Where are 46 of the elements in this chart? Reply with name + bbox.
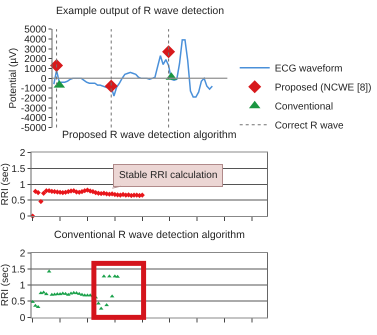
- point: [96, 302, 101, 305]
- annotation: Stable RRI calculation: [119, 170, 218, 181]
- y-axis-title: RRI (sec): [0, 264, 11, 306]
- chart-title: Example output of R wave detection: [56, 5, 224, 17]
- y-tick-label: 1: [20, 180, 26, 191]
- y-tick-label: 0: [40, 74, 47, 85]
- y-tick-label: -2000: [20, 93, 47, 104]
- y-tick-label: 1.5: [11, 264, 26, 276]
- y-axis-title: RRI (sec): [0, 163, 11, 206]
- legend-label: ECG waveform: [274, 64, 343, 75]
- point: [162, 45, 176, 58]
- y-tick-label: 0: [20, 212, 26, 223]
- y-tick-label: 2000: [24, 54, 47, 66]
- legend-label: Proposed (NCWE [8]): [274, 82, 372, 94]
- y-axis-title: Potential (µV): [8, 48, 19, 109]
- point: [102, 274, 106, 278]
- point: [41, 190, 46, 196]
- point: [110, 294, 114, 298]
- y-tick-label: 4000: [24, 34, 47, 46]
- point: [36, 190, 41, 196]
- legend-label: Conventional: [274, 102, 334, 113]
- y-tick-label: 2: [20, 248, 26, 260]
- point: [107, 274, 112, 278]
- y-tick-label: 1: [20, 280, 26, 292]
- chart-title: Proposed R wave detection algorithm: [62, 129, 237, 141]
- y-tick-label: 0: [20, 312, 26, 324]
- chart-title: Conventional R wave detection algorithm: [54, 229, 246, 241]
- point: [63, 292, 68, 295]
- y-tick-label: -3000: [20, 103, 47, 114]
- point: [46, 270, 52, 273]
- y-tick-label: 3000: [24, 44, 47, 56]
- text: Correct R wave: [274, 120, 344, 132]
- y-tick-label: 0.5: [11, 196, 26, 207]
- y-tick-label: -5000: [20, 122, 47, 134]
- point: [30, 300, 35, 303]
- point: [36, 305, 40, 308]
- y-tick-label: -4000: [20, 113, 47, 124]
- y-tick-label: 1.5: [11, 164, 26, 175]
- point: [38, 198, 44, 204]
- y-tick-label: 2: [20, 148, 26, 160]
- y-tick-label: 5000: [24, 24, 47, 36]
- point: [104, 80, 118, 93]
- y-tick-label: 0.5: [11, 296, 26, 308]
- y-tick-label: -1000: [20, 84, 47, 95]
- point: [33, 304, 38, 307]
- y-tick-label: 1000: [24, 64, 47, 75]
